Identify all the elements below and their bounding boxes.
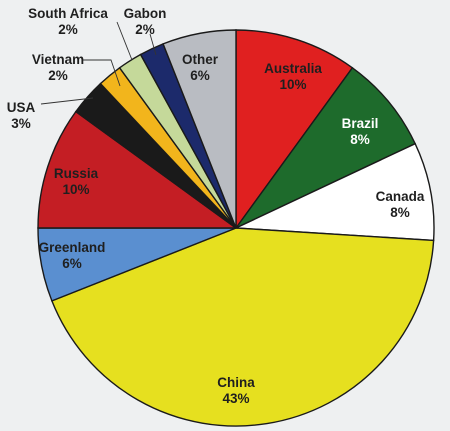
slice-label-other: Other 6%	[182, 52, 219, 83]
slice-label-china: China 43%	[217, 375, 255, 406]
leader-line-vietnam	[82, 59, 121, 87]
slice-name-russia: Russia	[54, 166, 99, 181]
slice-australia	[235, 29, 354, 231]
slice-name-greenland: Greenland	[39, 240, 106, 255]
leader-line-usa	[40, 97, 94, 105]
slice-other	[162, 29, 237, 229]
slices-layer	[37, 29, 435, 427]
slice-percent-gabon: 2%	[135, 22, 155, 37]
slice-label-russia: Russia 10%	[54, 166, 99, 197]
slice-percent-russia: 10%	[62, 182, 89, 197]
slice-label-south-africa: South Africa 2%	[28, 6, 108, 37]
slice-percent-china: 43%	[222, 391, 249, 406]
slice-label-vietnam: Vietnam 2%	[32, 52, 84, 83]
slice-name-other: Other	[182, 52, 219, 67]
slice-label-brazil: Brazil 8%	[342, 116, 379, 147]
leader-lines-layer	[40, 21, 157, 105]
slice-percent-usa: 3%	[11, 116, 31, 131]
slice-percent-greenland: 6%	[62, 256, 82, 271]
slice-canada	[235, 142, 435, 242]
slice-name-china: China	[217, 375, 255, 390]
slice-name-gabon: Gabon	[124, 6, 167, 21]
slice-percent-other: 6%	[190, 68, 210, 83]
slice-label-canada: Canada 8%	[376, 189, 425, 220]
slice-percent-canada: 8%	[390, 205, 410, 220]
slice-percent-south-africa: 2%	[58, 22, 78, 37]
slice-name-canada: Canada	[376, 189, 425, 204]
labels-layer: Australia 10%Brazil 8%Canada 8%China 43%Gree…	[7, 6, 425, 406]
slice-label-gabon: Gabon 2%	[124, 6, 167, 37]
slice-name-south-africa: South Africa	[28, 6, 108, 21]
slice-name-australia: Australia	[264, 61, 322, 76]
slice-china	[50, 227, 435, 427]
slice-label-greenland: Greenland 6%	[39, 240, 106, 271]
slice-name-vietnam: Vietnam	[32, 52, 84, 67]
slice-label-usa: USA 3%	[7, 100, 36, 131]
leader-line-south-africa	[116, 21, 133, 61]
slice-percent-vietnam: 2%	[48, 68, 68, 83]
leader-line-gabon	[149, 33, 157, 56]
slice-russia	[37, 110, 239, 229]
slice-label-australia: Australia 10%	[264, 61, 322, 92]
slice-name-brazil: Brazil	[342, 116, 379, 131]
slice-brazil	[235, 66, 417, 229]
slice-name-usa: USA	[7, 100, 36, 115]
slice-percent-australia: 10%	[279, 77, 306, 92]
slice-percent-brazil: 8%	[350, 132, 370, 147]
